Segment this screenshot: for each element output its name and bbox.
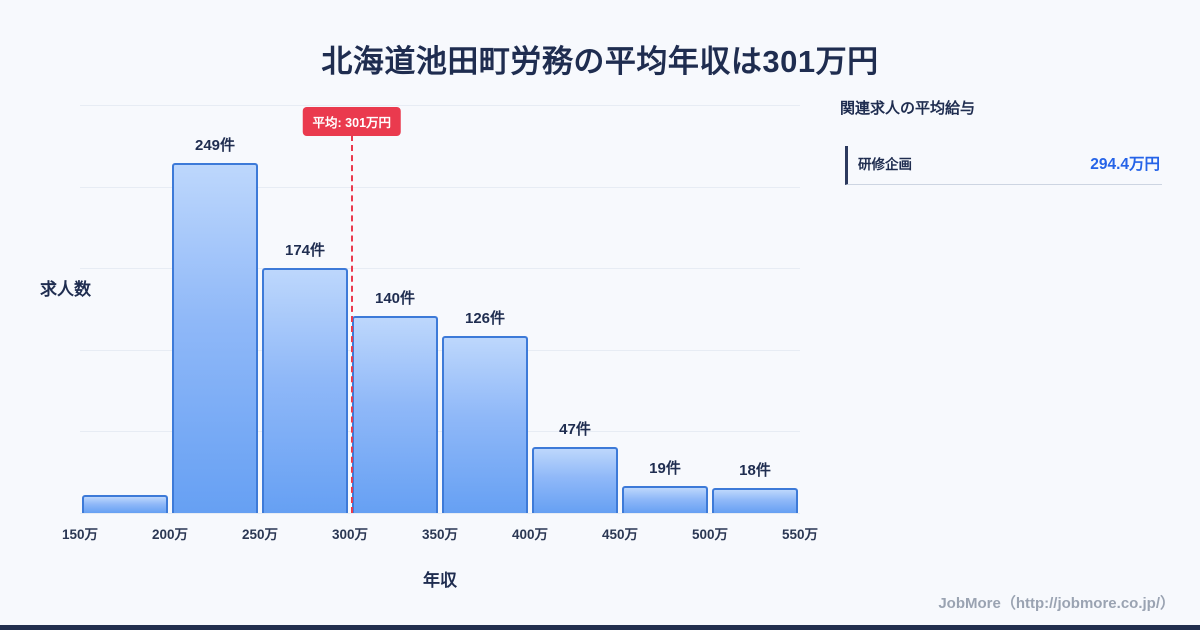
histogram-bar bbox=[532, 447, 618, 513]
bar-count-label: 47件 bbox=[559, 421, 591, 438]
gridline bbox=[80, 431, 800, 433]
bar-count-label: 249件 bbox=[194, 137, 236, 154]
page-title: 北海道池田町労務の平均年収は301万円 bbox=[321, 44, 879, 79]
x-axis-tick: 300万 bbox=[331, 527, 369, 542]
related-jobs-heading: 関連求人の平均給与 bbox=[840, 100, 976, 117]
bar-count-label: 19件 bbox=[649, 460, 681, 477]
x-axis-tick: 150万 bbox=[61, 527, 99, 542]
bar-count-label: 174件 bbox=[284, 242, 326, 259]
bars-area: 249件 174件 140件 126件 47件 19件 18件 bbox=[80, 105, 800, 513]
bar-count-label: 126件 bbox=[464, 310, 506, 327]
histogram-bar bbox=[262, 268, 348, 513]
salary-histogram-chart: 249件 174件 140件 126件 47件 19件 18件 平均: 301万円 150万… bbox=[62, 105, 818, 542]
average-badge: 平均: 301万円 bbox=[302, 107, 402, 136]
related-jobs-panel: 関連求人の平均給与 研修企画 294.4万円 bbox=[840, 97, 1162, 185]
histogram-bar bbox=[712, 488, 798, 513]
bar-count-label: 140件 bbox=[374, 290, 416, 307]
histogram-bar bbox=[172, 163, 258, 513]
gridline bbox=[80, 186, 800, 188]
related-job-row: 研修企画 294.4万円 bbox=[845, 146, 1162, 185]
gridline bbox=[80, 105, 800, 106]
x-axis-label: 年収 bbox=[423, 571, 457, 590]
footer-credit: JobMore（http://jobmore.co.jp/） bbox=[938, 595, 1175, 612]
x-axis-tick: 200万 bbox=[151, 527, 189, 542]
x-axis-ticks: 150万 200万 250万 300万 350万 400万 450万 500万 550万 bbox=[62, 513, 818, 543]
x-axis-tick: 350万 bbox=[421, 527, 459, 542]
related-job-value: 294.4万円 bbox=[1090, 156, 1160, 173]
x-axis-tick: 450万 bbox=[601, 527, 639, 542]
histogram-bar bbox=[82, 495, 168, 513]
histogram-bar bbox=[622, 486, 708, 513]
histogram-bar bbox=[442, 336, 528, 513]
gridline bbox=[80, 349, 800, 351]
bar-count-label: 18件 bbox=[739, 462, 771, 479]
x-axis-tick: 500万 bbox=[691, 527, 729, 542]
x-axis-tick: 400万 bbox=[511, 527, 549, 542]
x-axis-tick: 550万 bbox=[781, 527, 819, 542]
average-dashed-line bbox=[350, 135, 353, 513]
x-axis-tick: 250万 bbox=[241, 527, 279, 542]
gridline bbox=[80, 268, 800, 270]
related-job-label: 研修企画 bbox=[858, 157, 912, 172]
histogram-bar bbox=[352, 316, 438, 513]
gridline bbox=[80, 513, 800, 514]
y-axis-label: 求人数 bbox=[40, 280, 91, 299]
bottom-accent-bar bbox=[0, 625, 1200, 630]
